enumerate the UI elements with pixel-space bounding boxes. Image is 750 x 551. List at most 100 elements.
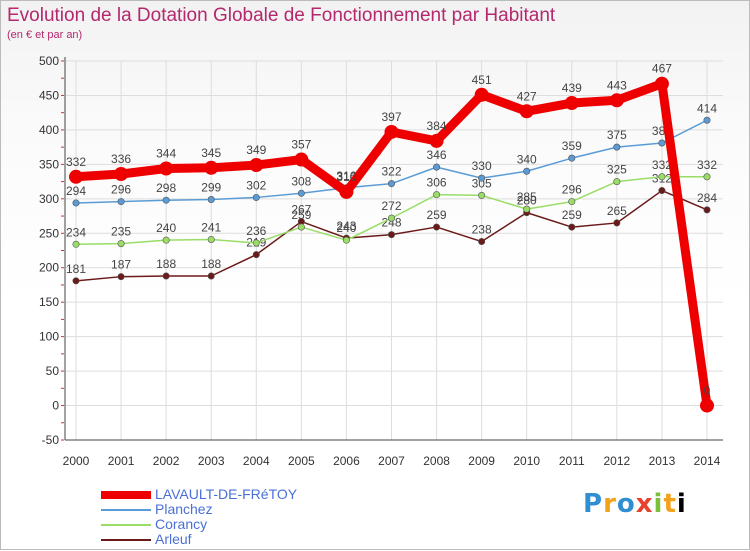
data-label-lavault-de-fr-toy: 439	[562, 81, 582, 95]
data-point-lavault-de-fr-toy	[384, 124, 399, 139]
data-point-arleuf	[72, 277, 80, 285]
legend-swatch-arleuf	[101, 539, 151, 541]
data-label-arleuf: 267	[291, 203, 311, 217]
data-point-corancy	[613, 178, 621, 186]
data-label-lavault-de-fr-toy: 332	[66, 155, 86, 169]
data-label-arleuf: 259	[562, 208, 582, 222]
data-label-lavault-de-fr-toy: 443	[607, 78, 627, 92]
data-point-arleuf	[207, 272, 215, 280]
x-tick-label: 2005	[288, 454, 315, 468]
data-label-lavault-de-fr-toy: 384	[427, 119, 447, 133]
data-point-arleuf	[478, 238, 486, 246]
x-tick-label: 2001	[108, 454, 135, 468]
data-label-lavault-de-fr-toy: 310	[336, 170, 356, 184]
data-point-corancy	[658, 173, 666, 181]
data-point-arleuf	[703, 206, 711, 214]
data-point-arleuf	[252, 251, 260, 259]
data-label-arleuf: 243	[336, 219, 356, 233]
data-point-planchez	[297, 189, 305, 197]
data-label-corancy: 332	[697, 158, 717, 172]
y-tick-label: 150	[39, 295, 59, 309]
data-point-lavault-de-fr-toy	[249, 158, 264, 173]
data-point-corancy	[252, 239, 260, 247]
data-point-corancy	[523, 205, 531, 213]
logo-letter: t	[663, 489, 677, 519]
data-label-lavault-de-fr-toy: 349	[246, 143, 266, 157]
data-point-arleuf	[162, 272, 170, 280]
data-point-planchez	[478, 174, 486, 182]
data-label-arleuf: 188	[201, 257, 221, 271]
data-point-corancy	[117, 240, 125, 248]
data-point-lavault-de-fr-toy	[69, 169, 83, 184]
data-point-planchez	[658, 139, 666, 147]
data-label-planchez: 375	[607, 128, 627, 142]
y-tick-label: -50	[42, 433, 60, 447]
data-label-corancy: 236	[246, 224, 266, 238]
data-label-arleuf: 284	[697, 191, 717, 205]
data-point-lavault-de-fr-toy	[204, 160, 219, 175]
data-point-arleuf	[568, 223, 576, 231]
y-tick-label: 0	[52, 399, 59, 413]
logo-letter: x	[635, 489, 654, 519]
data-point-planchez	[568, 154, 576, 162]
data-label-corancy: 235	[111, 225, 131, 239]
x-tick-label: 2007	[378, 454, 405, 468]
y-tick-label: 100	[39, 330, 59, 344]
data-label-corancy: 325	[607, 163, 627, 177]
data-label-corancy: 240	[156, 221, 176, 235]
data-point-corancy	[478, 191, 486, 199]
data-label-corancy: 306	[427, 176, 447, 190]
proxiti-logo[interactable]: Proxiti	[583, 489, 687, 519]
y-tick-label: 500	[39, 54, 59, 68]
data-label-corancy: 272	[381, 199, 401, 213]
y-tick-label: 450	[39, 88, 59, 102]
data-point-planchez	[433, 163, 441, 171]
data-label-lavault-de-fr-toy: 345	[201, 146, 221, 160]
data-label-corancy: 234	[66, 225, 86, 239]
data-label-lavault-de-fr-toy: 451	[472, 73, 492, 87]
data-point-corancy	[207, 235, 215, 243]
data-label-corancy: 332	[652, 158, 672, 172]
data-label-lavault-de-fr-toy: 467	[652, 62, 672, 76]
x-tick-label: 2012	[604, 454, 631, 468]
data-label-corancy: 241	[201, 220, 221, 234]
legend-swatch-lavault	[101, 491, 151, 499]
data-label-lavault-de-fr-toy: 0	[704, 384, 711, 398]
data-point-lavault-de-fr-toy	[339, 184, 354, 199]
x-tick-label: 2014	[694, 454, 721, 468]
data-point-corancy	[297, 223, 305, 231]
data-point-lavault-de-fr-toy	[294, 152, 309, 167]
data-point-corancy	[342, 236, 350, 244]
data-point-lavault-de-fr-toy	[609, 93, 624, 108]
data-point-lavault-de-fr-toy	[519, 104, 534, 119]
data-label-planchez: 414	[697, 101, 717, 115]
data-label-planchez: 294	[66, 184, 86, 198]
data-label-arleuf: 188	[156, 257, 176, 271]
data-label-lavault-de-fr-toy: 427	[517, 89, 537, 103]
chart-title: Evolution de la Dotation Globale de Fonc…	[7, 5, 556, 26]
y-tick-label: 400	[39, 123, 59, 137]
data-label-planchez: 296	[111, 183, 131, 197]
data-point-lavault-de-fr-toy	[114, 167, 129, 182]
x-tick-label: 2010	[513, 454, 540, 468]
data-label-corancy: 305	[472, 176, 492, 190]
data-label-corancy: 285	[517, 190, 537, 204]
data-point-corancy	[387, 214, 395, 222]
data-point-planchez	[387, 180, 395, 188]
legend-label: Corancy	[155, 516, 208, 532]
data-label-planchez: 330	[472, 159, 492, 173]
data-point-corancy	[72, 240, 80, 248]
data-point-planchez	[117, 198, 125, 206]
data-point-planchez	[703, 116, 711, 124]
data-label-arleuf: 238	[472, 223, 492, 237]
data-point-planchez	[207, 196, 215, 204]
x-tick-label: 2011	[559, 454, 585, 468]
y-tick-label: 300	[39, 192, 59, 206]
data-point-arleuf	[387, 231, 395, 239]
data-point-lavault-de-fr-toy	[429, 133, 444, 148]
data-point-arleuf	[658, 187, 666, 195]
data-label-arleuf: 259	[427, 208, 447, 222]
data-point-corancy	[703, 173, 711, 181]
data-label-planchez: 302	[246, 178, 266, 192]
